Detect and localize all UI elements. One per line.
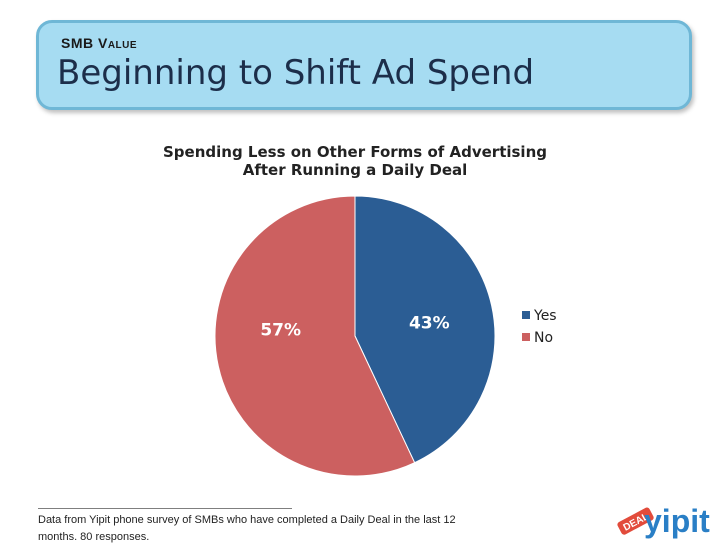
pie-slice-no xyxy=(214,195,416,477)
chart-subtitle: After Running a Daily Deal xyxy=(243,161,468,179)
legend-label-yes: Yes xyxy=(533,308,557,324)
yipit-logo: DEAL yipit xyxy=(617,503,710,539)
page-title: Beginning to Shift Ad Spend xyxy=(57,53,535,93)
yipit-wordmark: yipit xyxy=(644,503,710,539)
chart-title: Spending Less on Other Forms of Advertis… xyxy=(163,143,547,161)
section-kicker: SMB Value xyxy=(61,35,138,51)
title-banner: SMB Value Beginning to Shift Ad Spend xyxy=(36,20,692,110)
footnote-divider xyxy=(38,508,292,509)
footnote: Data from Yipit phone survey of SMBs who… xyxy=(38,514,456,543)
data-label-yes: 43% xyxy=(409,314,450,334)
pie-slice-yes xyxy=(354,195,496,464)
legend-swatch-no xyxy=(522,333,530,341)
legend-swatch-yes xyxy=(522,311,530,319)
legend-label-no: No xyxy=(534,330,553,346)
data-label-no: 57% xyxy=(260,320,301,340)
